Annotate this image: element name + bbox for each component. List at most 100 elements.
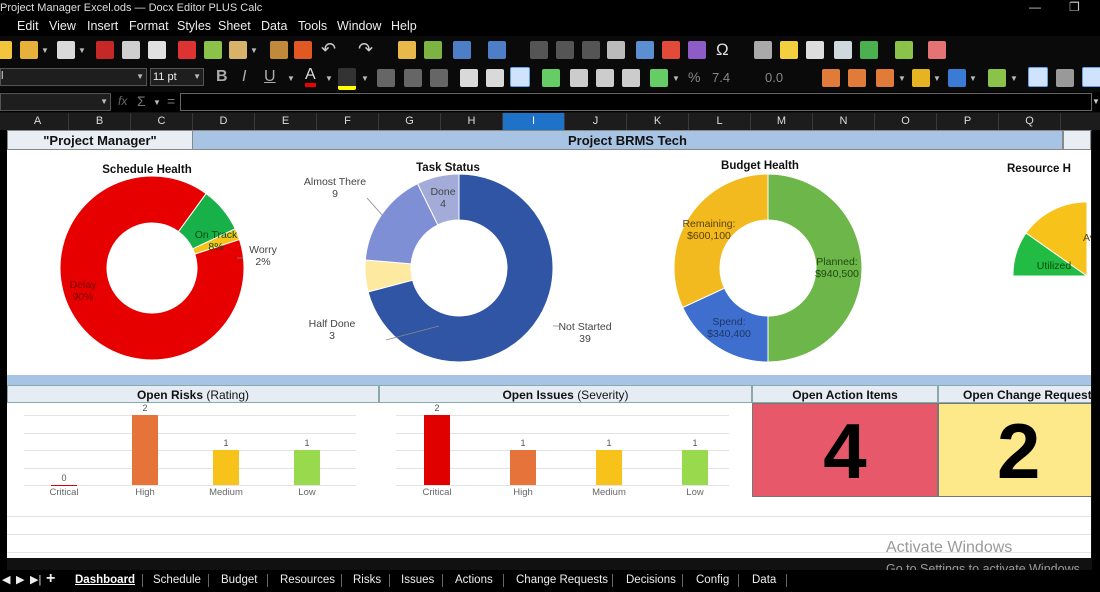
sort-icon[interactable] (530, 41, 548, 59)
column-header[interactable]: C (131, 113, 193, 130)
column-header-selected[interactable]: I (503, 113, 565, 130)
column-header[interactable]: M (751, 113, 813, 130)
decrease-indent-icon[interactable] (848, 69, 866, 87)
chevron-down-icon[interactable]: ▼ (100, 97, 108, 106)
text-style-icon[interactable] (1082, 67, 1100, 87)
styles-icon[interactable] (1028, 67, 1048, 87)
add-sheet-icon[interactable]: + (46, 570, 56, 587)
number-format-icon[interactable]: 7.4 (712, 70, 731, 85)
align-left-icon[interactable] (377, 69, 395, 87)
save-icon[interactable] (57, 41, 75, 59)
empty-rows[interactable] (7, 498, 1091, 558)
cut-icon[interactable] (178, 41, 196, 59)
clear-format-icon[interactable] (294, 41, 312, 59)
chevron-down-icon[interactable]: ▼ (898, 74, 906, 83)
comment-icon[interactable] (780, 41, 798, 59)
chevron-down-icon[interactable]: ▼ (1010, 74, 1018, 83)
conditional-format-icon[interactable] (988, 69, 1006, 87)
new-doc-icon[interactable] (0, 41, 12, 59)
tab-config[interactable]: Config (696, 574, 730, 586)
tab-issues[interactable]: Issues (401, 574, 435, 586)
currency-icon[interactable] (650, 69, 668, 87)
first-sheet-icon[interactable]: ◀ (2, 574, 11, 586)
redo-icon[interactable]: ↷ (358, 39, 374, 59)
align-top-icon[interactable] (460, 69, 478, 87)
tab-change-requests[interactable]: Change Requests (516, 574, 609, 586)
insert-chart-icon[interactable] (662, 41, 680, 59)
menu-window[interactable]: Window (337, 19, 382, 33)
merge-center-icon[interactable] (570, 69, 588, 87)
border-color-icon[interactable] (948, 69, 966, 87)
menu-help[interactable]: Help (391, 19, 417, 33)
maximize-icon[interactable]: ❐ (1069, 0, 1080, 14)
font-size-box[interactable]: 11 pt ▼ (150, 68, 204, 86)
sheet-grid[interactable]: "Project Manager" Project BRMS Tech Sche… (7, 130, 1091, 558)
align-right-icon[interactable] (430, 69, 448, 87)
chevron-down-icon[interactable]: ▼ (136, 72, 144, 81)
define-print-area-icon[interactable] (834, 41, 852, 59)
column-header[interactable]: Q (999, 113, 1061, 130)
freeze-rows-icon[interactable] (860, 41, 878, 59)
menu-data[interactable]: Data (261, 19, 288, 33)
chevron-down-icon[interactable]: ▼ (672, 74, 680, 83)
name-box[interactable]: ▼ (0, 93, 111, 111)
wrap-text-icon[interactable] (542, 69, 560, 87)
chevron-down-icon[interactable]: ▼ (933, 74, 941, 83)
column-header[interactable]: L (689, 113, 751, 130)
tab-schedule[interactable]: Schedule (153, 574, 201, 586)
column-header[interactable]: G (379, 113, 441, 130)
border-style-icon[interactable] (912, 69, 930, 87)
formula-icon[interactable]: = (167, 93, 176, 109)
print-preview-icon[interactable] (148, 41, 166, 59)
copy-icon[interactable] (204, 41, 222, 59)
chevron-down-icon[interactable]: ▼ (153, 98, 161, 107)
highlight-color-icon[interactable] (338, 68, 356, 90)
underline-icon[interactable]: U (264, 68, 276, 85)
insert-image-icon[interactable] (636, 41, 654, 59)
borders-icon[interactable] (876, 69, 894, 87)
column-header[interactable]: E (255, 113, 317, 130)
chevron-down-icon[interactable]: ▼ (287, 74, 295, 83)
sort-descending-icon[interactable] (582, 41, 600, 59)
function-wizard-icon[interactable]: fx (118, 94, 128, 108)
italic-icon[interactable]: I (242, 68, 247, 85)
menu-format[interactable]: Format (129, 19, 169, 33)
autofilter-icon[interactable] (607, 41, 625, 59)
find-replace-icon[interactable] (398, 41, 416, 59)
percent-icon[interactable]: % (688, 69, 701, 85)
sort-ascending-icon[interactable] (556, 41, 574, 59)
clone-format-icon[interactable] (270, 41, 288, 59)
spelling-icon[interactable] (424, 41, 442, 59)
chevron-down-icon[interactable]: ▼ (1092, 97, 1100, 106)
menu-sheet[interactable]: Sheet (218, 19, 251, 33)
column-header[interactable]: N (813, 113, 875, 130)
row-icon[interactable] (453, 41, 471, 59)
column-header[interactable]: H (441, 113, 503, 130)
minimize-icon[interactable]: — (1029, 0, 1041, 14)
project-manager-header[interactable]: "Project Manager" (7, 130, 193, 150)
chevron-down-icon[interactable]: ▼ (193, 72, 201, 81)
menu-insert[interactable]: Insert (87, 19, 119, 33)
paste-icon[interactable] (229, 41, 247, 59)
vertical-scrollbar[interactable] (1092, 130, 1100, 570)
export-pdf-icon[interactable] (96, 41, 114, 59)
tab-risks[interactable]: Risks (353, 574, 382, 586)
header-footer-icon[interactable] (806, 41, 824, 59)
increase-indent-icon[interactable] (822, 69, 840, 87)
column-header[interactable]: B (69, 113, 131, 130)
chevron-down-icon[interactable]: ▼ (361, 74, 369, 83)
hyperlink-icon[interactable] (754, 41, 772, 59)
menu-view[interactable]: View (49, 19, 76, 33)
paragraph-icon[interactable] (1056, 69, 1074, 87)
open-folder-icon[interactable] (20, 41, 38, 59)
chevron-down-icon[interactable]: ▼ (250, 46, 258, 55)
tab-decisions[interactable]: Decisions (626, 574, 676, 586)
chevron-down-icon[interactable]: ▼ (78, 46, 86, 55)
column-header[interactable]: F (317, 113, 379, 130)
merge-cells-icon[interactable] (622, 69, 640, 87)
column-header[interactable]: J (565, 113, 627, 130)
tab-data[interactable]: Data (752, 574, 777, 586)
bold-icon[interactable]: B (216, 68, 228, 85)
pivot-table-icon[interactable] (688, 41, 706, 59)
center-vertically-icon[interactable] (486, 69, 504, 87)
